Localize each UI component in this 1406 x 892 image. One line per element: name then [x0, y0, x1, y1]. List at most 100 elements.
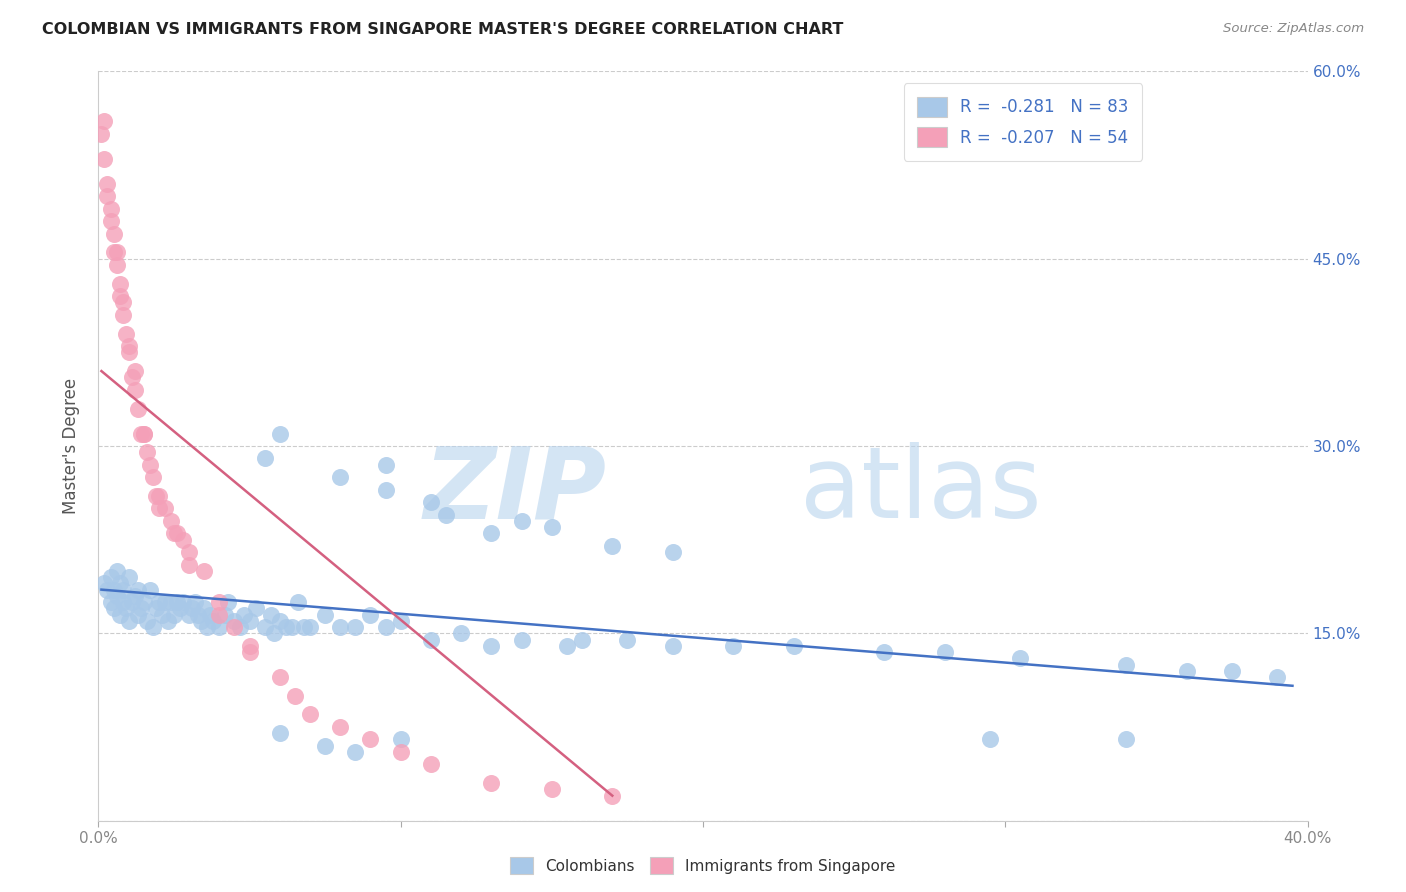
Point: [93, 114, 115, 128]
Point: [314, 739, 336, 753]
Point: [360, 732, 382, 747]
Point: [208, 607, 231, 622]
Point: [389, 745, 412, 759]
Point: [193, 601, 215, 615]
Point: [329, 720, 352, 734]
Point: [274, 620, 297, 634]
Point: [111, 595, 134, 609]
Point: [229, 620, 252, 634]
Point: [269, 670, 291, 684]
Point: [135, 614, 157, 628]
Point: [224, 614, 246, 628]
Point: [253, 451, 276, 466]
Point: [602, 539, 624, 553]
Point: [142, 470, 165, 484]
Point: [153, 501, 176, 516]
Point: [100, 570, 122, 584]
Point: [103, 245, 125, 260]
Point: [253, 620, 276, 634]
Point: [616, 632, 638, 647]
Point: [389, 732, 412, 747]
Point: [103, 601, 125, 615]
Point: [129, 426, 152, 441]
Point: [200, 607, 222, 622]
Point: [118, 345, 141, 359]
Point: [344, 620, 367, 634]
Point: [181, 601, 204, 615]
Point: [111, 295, 134, 310]
Point: [148, 489, 170, 503]
Point: [118, 614, 141, 628]
Point: [208, 595, 231, 609]
Point: [224, 620, 246, 634]
Point: [145, 489, 167, 503]
Point: [108, 277, 131, 291]
Point: [129, 601, 152, 615]
Point: [1115, 657, 1137, 672]
Point: [555, 639, 578, 653]
Point: [269, 614, 291, 628]
Point: [281, 620, 304, 634]
Point: [114, 601, 136, 615]
Point: [93, 576, 115, 591]
Point: [156, 614, 179, 628]
Point: [217, 595, 239, 609]
Text: Source: ZipAtlas.com: Source: ZipAtlas.com: [1223, 22, 1364, 36]
Point: [103, 582, 125, 597]
Point: [239, 645, 262, 659]
Point: [163, 526, 186, 541]
Y-axis label: Master's Degree: Master's Degree: [62, 378, 80, 514]
Point: [329, 620, 352, 634]
Point: [187, 607, 209, 622]
Point: [132, 426, 155, 441]
Point: [260, 607, 283, 622]
Point: [287, 595, 309, 609]
Point: [360, 607, 382, 622]
Point: [1267, 670, 1289, 684]
Text: COLOMBIAN VS IMMIGRANTS FROM SINGAPORE MASTER'S DEGREE CORRELATION CHART: COLOMBIAN VS IMMIGRANTS FROM SINGAPORE M…: [42, 22, 844, 37]
Point: [179, 558, 201, 572]
Point: [374, 458, 396, 472]
Point: [783, 639, 806, 653]
Point: [96, 582, 118, 597]
Point: [661, 639, 683, 653]
Point: [148, 595, 170, 609]
Point: [105, 258, 128, 272]
Point: [142, 620, 165, 634]
Point: [195, 620, 218, 634]
Point: [374, 483, 396, 497]
Point: [314, 607, 336, 622]
Point: [132, 595, 155, 609]
Point: [179, 545, 201, 559]
Point: [661, 545, 683, 559]
Point: [202, 614, 225, 628]
Legend: R =  -0.281   N = 83, R =  -0.207   N = 54: R = -0.281 N = 83, R = -0.207 N = 54: [904, 84, 1142, 161]
Point: [263, 626, 285, 640]
Point: [389, 614, 412, 628]
Point: [166, 526, 188, 541]
Point: [299, 707, 322, 722]
Point: [239, 614, 262, 628]
Point: [540, 782, 562, 797]
Point: [166, 595, 188, 609]
Point: [1115, 732, 1137, 747]
Point: [245, 601, 267, 615]
Point: [127, 401, 149, 416]
Point: [934, 645, 956, 659]
Point: [208, 620, 231, 634]
Point: [481, 526, 503, 541]
Point: [450, 626, 472, 640]
Point: [420, 495, 443, 509]
Point: [979, 732, 1001, 747]
Legend: Colombians, Immigrants from Singapore: Colombians, Immigrants from Singapore: [505, 851, 901, 880]
Point: [105, 564, 128, 578]
Point: [114, 326, 136, 341]
Point: [481, 776, 503, 790]
Point: [284, 689, 307, 703]
Point: [145, 601, 167, 615]
Point: [124, 364, 146, 378]
Text: atlas: atlas: [800, 442, 1042, 540]
Point: [510, 514, 533, 528]
Point: [105, 245, 128, 260]
Point: [108, 607, 131, 622]
